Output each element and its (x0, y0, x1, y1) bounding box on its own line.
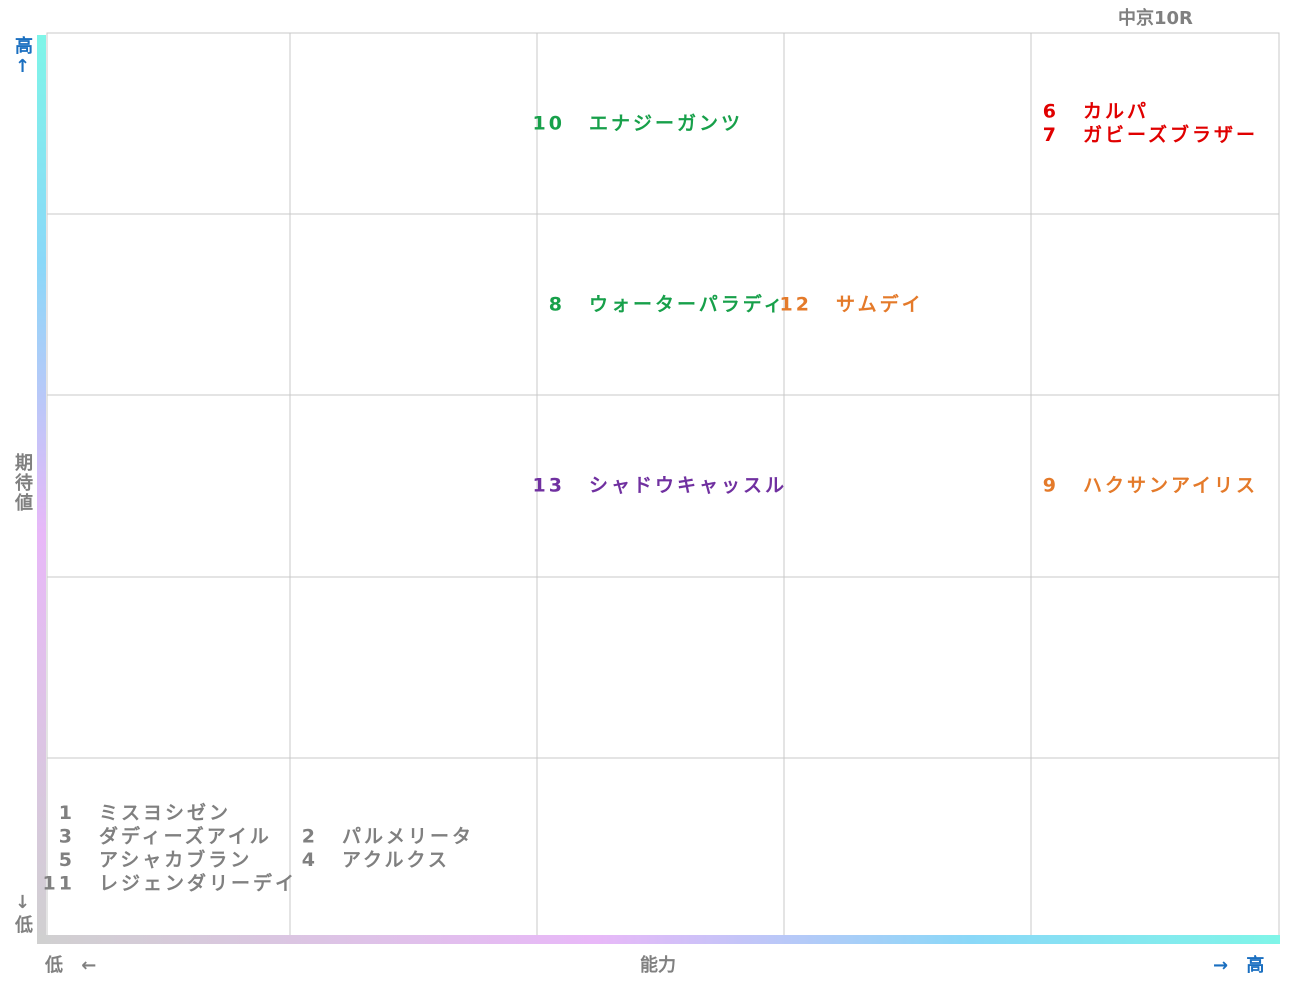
entry-number: 12 (780, 293, 812, 315)
entry-name: カルパ (1083, 101, 1149, 123)
entry-number: 5 (59, 849, 75, 871)
entry-number: 1 (59, 802, 75, 824)
y-axis-low: ↓低 (12, 892, 33, 935)
entry-number: 3 (59, 826, 75, 848)
entry-name: ガビーズブラザー (1083, 123, 1258, 146)
entry-number: 10 (533, 112, 565, 134)
entry-name: パルメリータ (342, 826, 474, 848)
entry-number: 8 (549, 293, 565, 315)
entry-name: アクルクス (342, 849, 450, 871)
y-axis-label: 期待値 (12, 453, 33, 513)
entry-name: シャドウキャッスル (589, 474, 787, 496)
entry-number: 13 (533, 474, 565, 496)
title: 中京10R (1118, 8, 1193, 29)
entry-name: ウォーターパラディ (589, 292, 785, 315)
x-axis-bar (37, 935, 1280, 944)
entry-number: 6 (1043, 101, 1059, 123)
entry-number: 11 (43, 873, 75, 895)
entry-number: 9 (1043, 474, 1059, 496)
entry-name: アシャカブラン (99, 848, 252, 871)
entry-name: ハクサンアイリス (1083, 474, 1258, 496)
entry-number: 4 (302, 849, 318, 871)
entry-name: レジェンダリーデイ (99, 872, 297, 895)
x-axis-low: 低 ← (45, 955, 97, 976)
entry-name: サムデイ (836, 292, 924, 315)
entry-name: ミスヨシゼン (99, 801, 231, 824)
entry-name: ダディーズアイル (99, 825, 272, 848)
entry-name: エナジーガンツ (589, 112, 743, 134)
entry-number: 7 (1043, 124, 1059, 146)
entry-number: 2 (302, 826, 318, 848)
x-axis-label: 能力 (640, 955, 676, 976)
y-axis-high: 高↑ (12, 36, 33, 79)
y-axis-bar (37, 35, 46, 943)
x-axis-high: → 高 (1213, 955, 1265, 976)
